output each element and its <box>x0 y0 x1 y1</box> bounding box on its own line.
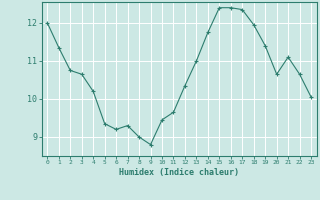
X-axis label: Humidex (Indice chaleur): Humidex (Indice chaleur) <box>119 168 239 177</box>
